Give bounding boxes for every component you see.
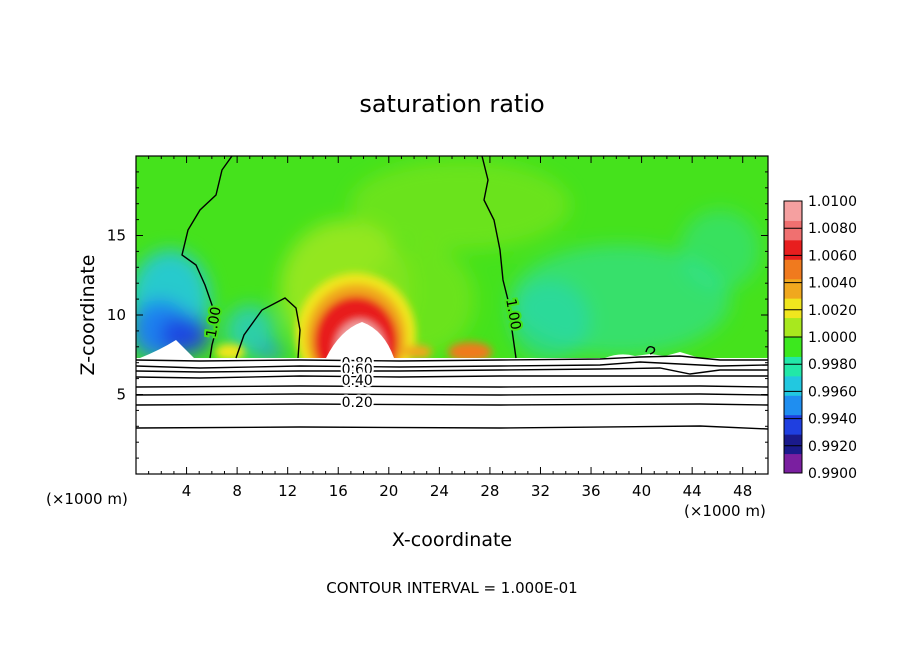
contour-0.60 bbox=[136, 375, 768, 379]
x-tick-label: 12 bbox=[278, 482, 297, 500]
colorbar-swatch bbox=[784, 220, 802, 241]
y-axis-label: Z-coordinate bbox=[77, 255, 99, 376]
x-tick-label: 40 bbox=[632, 482, 651, 500]
colorbar-label: 0.9960 bbox=[808, 384, 857, 400]
field-patch bbox=[680, 210, 760, 290]
contour-label: 0.60 bbox=[342, 362, 373, 378]
x-tick-label: 36 bbox=[581, 482, 600, 500]
x-tick-label: 20 bbox=[379, 482, 398, 500]
x-axis-label: X-coordinate bbox=[392, 529, 512, 551]
contour-0.90 bbox=[136, 355, 768, 362]
x-tick-label: 8 bbox=[232, 482, 242, 500]
colorbar-swatch bbox=[784, 278, 802, 299]
y-tick-label: 5 bbox=[116, 386, 126, 404]
field-patch bbox=[225, 305, 275, 355]
plume-layer bbox=[215, 344, 245, 360]
colorbar-label: 0.9940 bbox=[808, 412, 857, 428]
colorbar-swatch bbox=[784, 414, 802, 435]
colorbar-swatch bbox=[784, 298, 802, 319]
contour-0.70 bbox=[136, 367, 768, 375]
contour-label: 0.20 bbox=[342, 395, 373, 411]
plume-layer bbox=[404, 345, 432, 359]
colorbar: 1.0100 1.0080 1.0060 1.0040 1.0020 1.0000 0.99… bbox=[783, 194, 857, 482]
colorbar-swatch bbox=[784, 239, 802, 260]
contour-0.30 bbox=[136, 393, 768, 396]
contour-interval-note: CONTOUR INTERVAL = 1.000E-01 bbox=[326, 579, 577, 597]
cloud-core bbox=[140, 340, 194, 358]
contour-0.40 bbox=[136, 385, 768, 388]
chart-title: saturation ratio bbox=[359, 90, 544, 118]
colorbar-label: 0.9920 bbox=[808, 439, 857, 455]
contour-lines bbox=[136, 156, 768, 430]
x-tick-label: 48 bbox=[733, 482, 752, 500]
y-tick-label: 10 bbox=[107, 306, 126, 324]
x-tick-label: 24 bbox=[430, 482, 449, 500]
contour-1.00-right bbox=[481, 156, 517, 359]
contour-small-loop bbox=[645, 345, 656, 355]
colorbar-label: 1.0060 bbox=[808, 248, 857, 264]
x-tick-label: 44 bbox=[683, 482, 702, 500]
x-tick-label: 28 bbox=[480, 482, 499, 500]
colorbar-swatch bbox=[784, 375, 802, 396]
plume-layer bbox=[448, 342, 492, 362]
subsaturated-layer bbox=[136, 352, 768, 474]
y-tick-label: 15 bbox=[107, 227, 126, 245]
colorbar-label: 1.0000 bbox=[808, 330, 857, 346]
colorbar-swatch bbox=[784, 453, 802, 474]
cloud-core bbox=[326, 322, 394, 358]
contour-label: 0.80 bbox=[342, 355, 373, 371]
colorbar-label: 0.9900 bbox=[808, 466, 857, 482]
x-unit-label-right: (×1000 m) bbox=[684, 502, 766, 520]
field-patch bbox=[255, 344, 285, 360]
x-tick-label: 4 bbox=[182, 482, 192, 500]
colorbar-label: 1.0040 bbox=[808, 276, 857, 292]
contour-label: 0.40 bbox=[342, 373, 373, 389]
colorbar-label: 1.0020 bbox=[808, 303, 857, 319]
colorbar-label: 1.0100 bbox=[808, 194, 857, 210]
colorbar-label: 1.0080 bbox=[808, 221, 857, 237]
contour-0.80 bbox=[136, 361, 768, 369]
x-unit-label-left: (×1000 m) bbox=[46, 490, 128, 508]
colorbar-swatch bbox=[784, 434, 802, 455]
colorbar-swatch bbox=[784, 337, 802, 357]
colorbar-swatch bbox=[784, 259, 802, 280]
contour-1.00-bubble bbox=[235, 297, 301, 359]
heatmap-field bbox=[136, 160, 760, 360]
contour-1.00-left bbox=[181, 156, 233, 359]
colorbar-swatch bbox=[784, 395, 802, 416]
x-tick-label: 32 bbox=[531, 482, 550, 500]
y-axis-ticks: 5 10 15 bbox=[107, 171, 768, 459]
colorbar-swatch bbox=[784, 356, 802, 377]
colorbar-swatch bbox=[784, 201, 802, 221]
plot-area: 1.00 1.000.800.600.400.20 bbox=[136, 156, 768, 474]
x-tick-label: 16 bbox=[329, 482, 348, 500]
field-patch bbox=[510, 280, 590, 360]
colorbar-swatch bbox=[784, 317, 802, 338]
x-axis-ticks: 4 8 12 16 20 24 28 32 36 40 44 48 bbox=[148, 156, 756, 500]
contour-0.20 bbox=[136, 403, 768, 406]
colorbar-label: 0.9980 bbox=[808, 357, 857, 373]
field-patch bbox=[350, 160, 570, 250]
contour-0.10 bbox=[136, 425, 768, 430]
